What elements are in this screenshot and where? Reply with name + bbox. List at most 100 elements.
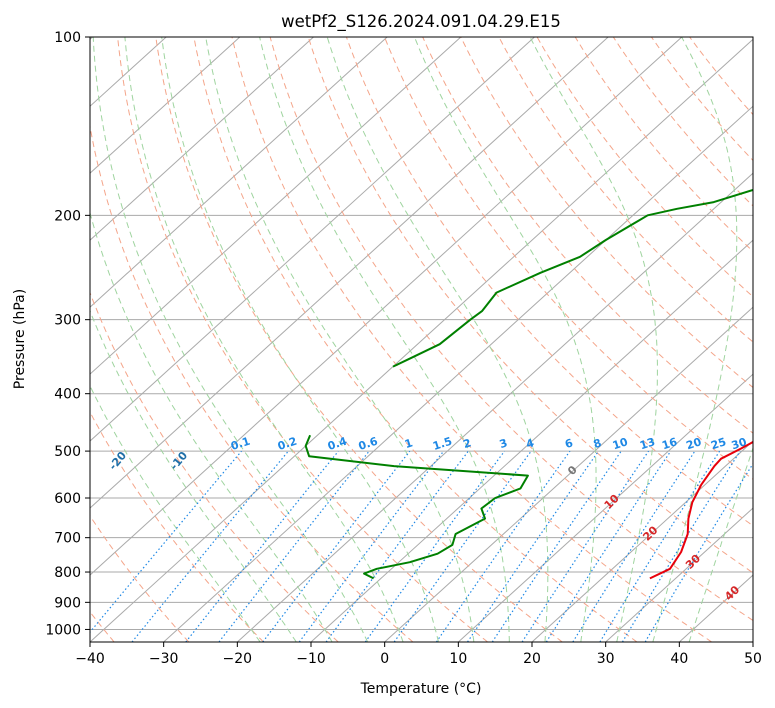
sounding-series-line (392, 188, 753, 368)
mixing-ratio-line (90, 450, 242, 634)
background-lines (90, 37, 753, 642)
moist-adiabat-line (205, 37, 475, 642)
x-tick-label: −20 (223, 651, 253, 667)
mixing-ratio-line (572, 450, 696, 642)
mixing-ratio-label: 3 (498, 436, 509, 451)
isotherm-line (90, 37, 462, 375)
dry-adiabat-line (269, 37, 753, 622)
mixing-ratio-line (491, 450, 622, 642)
isotherm-line (90, 37, 535, 442)
chart-title: wetPf2_S126.2024.091.04.29.E15 (281, 12, 561, 32)
y-tick-label: 300 (54, 313, 81, 329)
moist-adiabat-line (90, 309, 297, 642)
mixing-ratio-line (364, 450, 505, 642)
x-tick-label: 50 (744, 651, 762, 667)
grid-layer (90, 37, 753, 642)
y-axis-label: Pressure (hPa) (12, 289, 28, 389)
mixing-ratio-label: 20 (685, 435, 704, 452)
mixing-ratio-label: 0.1 (229, 435, 252, 453)
isotherm-line (236, 172, 753, 642)
x-axis-label: Temperature (°C) (360, 681, 482, 697)
mixing-ratio-label: 4 (524, 436, 536, 451)
y-tick-label: 400 (54, 387, 81, 403)
isotherm-line (457, 373, 753, 642)
dry-adiabat-line (90, 123, 414, 642)
x-tick-label: −10 (296, 651, 326, 667)
mixing-ratio-label: 8 (592, 436, 603, 451)
dry-adiabat-line (231, 37, 712, 642)
mixing-ratio-label: 1.5 (431, 435, 454, 453)
moist-adiabat-line (259, 37, 510, 642)
y-tick-label: 600 (54, 491, 81, 507)
dry-adiabat-line (90, 515, 190, 642)
moist-adiabat-line (90, 384, 261, 642)
mixing-ratio-label: 0.2 (276, 435, 299, 453)
isotherm-line (90, 37, 609, 509)
mixing-ratio-label: 6 (563, 436, 575, 451)
mixing-ratio-line (644, 462, 753, 642)
x-tick-label: 40 (670, 651, 688, 667)
moist-adiabat-line (688, 446, 753, 642)
dry-adiabat-line (90, 411, 264, 642)
mixing-ratio-label: 25 (709, 435, 728, 452)
isotherm-line (752, 641, 753, 642)
dry-adiabat-line (117, 37, 488, 642)
dry-adiabat-line (307, 37, 753, 574)
moist-adiabat-line (326, 37, 549, 642)
isotherm-line (90, 37, 388, 308)
mixing-ratio-label: 0.6 (357, 434, 380, 452)
mixing-ratio-line (621, 450, 741, 642)
moist-adiabat-line (652, 37, 738, 642)
isotherm-line (605, 507, 753, 642)
y-tick-label: 500 (54, 444, 81, 460)
dry-adiabat-line (155, 37, 563, 642)
mixing-ratio-line (435, 450, 571, 642)
mixing-ratio-label: 1 (403, 436, 414, 451)
x-tick-label: 0 (380, 651, 389, 667)
y-tick-label: 200 (54, 208, 81, 224)
y-tick-label: 700 (54, 531, 81, 547)
sounding-series-line (304, 434, 529, 580)
mixing-ratio-line (545, 450, 672, 642)
moist-adiabat-line (414, 37, 597, 642)
moist-adiabat-line (161, 37, 439, 642)
sounding-series-line (649, 440, 753, 580)
mixing-ratio-line (298, 450, 444, 642)
moist-adiabat-line (124, 37, 404, 642)
y-tick-label: 900 (54, 595, 81, 611)
axes-layer: −40 −30 −20 −10 0 10 20 30 40 5010020030040050060… (45, 30, 762, 667)
isotherm-line (90, 37, 241, 174)
isotherm-line (531, 440, 753, 642)
mixing-ratio-line (393, 450, 532, 642)
x-tick-label: 20 (523, 651, 541, 667)
mixing-ratio-line (521, 450, 650, 642)
dry-adiabat-line (193, 37, 638, 642)
mixing-ratio-line (185, 450, 339, 642)
mixing-ratio-line (325, 450, 469, 642)
dry-adiabat-line (536, 37, 753, 298)
mixing-ratio-label: 0.4 (326, 434, 349, 452)
isotherm-line (90, 38, 753, 642)
x-tick-label: −30 (149, 651, 179, 667)
y-tick-label: 800 (54, 565, 81, 581)
isotherm-line (90, 37, 683, 576)
mixing-ratio-label: 2 (462, 436, 473, 451)
plot-frame (89, 36, 754, 643)
mixing-ratio-line (467, 450, 599, 642)
mixing-ratio-line (131, 450, 289, 642)
mixing-ratio-label: 16 (660, 435, 679, 452)
moist-adiabat-line (92, 37, 369, 642)
isotherm-line (384, 306, 753, 642)
x-tick-label: 30 (597, 651, 615, 667)
isotherm-line (90, 37, 314, 241)
x-tick-label: −40 (75, 651, 105, 667)
moist-adiabat-line (90, 211, 333, 642)
series-layer (304, 188, 753, 580)
mixing-ratio-label: 10 (611, 435, 630, 452)
x-tick-label: 10 (449, 651, 467, 667)
isotherm-line (163, 105, 753, 642)
mixing-ratio-label: 13 (638, 435, 657, 452)
y-tick-label: 100 (54, 30, 81, 46)
isotherm-line (310, 239, 753, 642)
